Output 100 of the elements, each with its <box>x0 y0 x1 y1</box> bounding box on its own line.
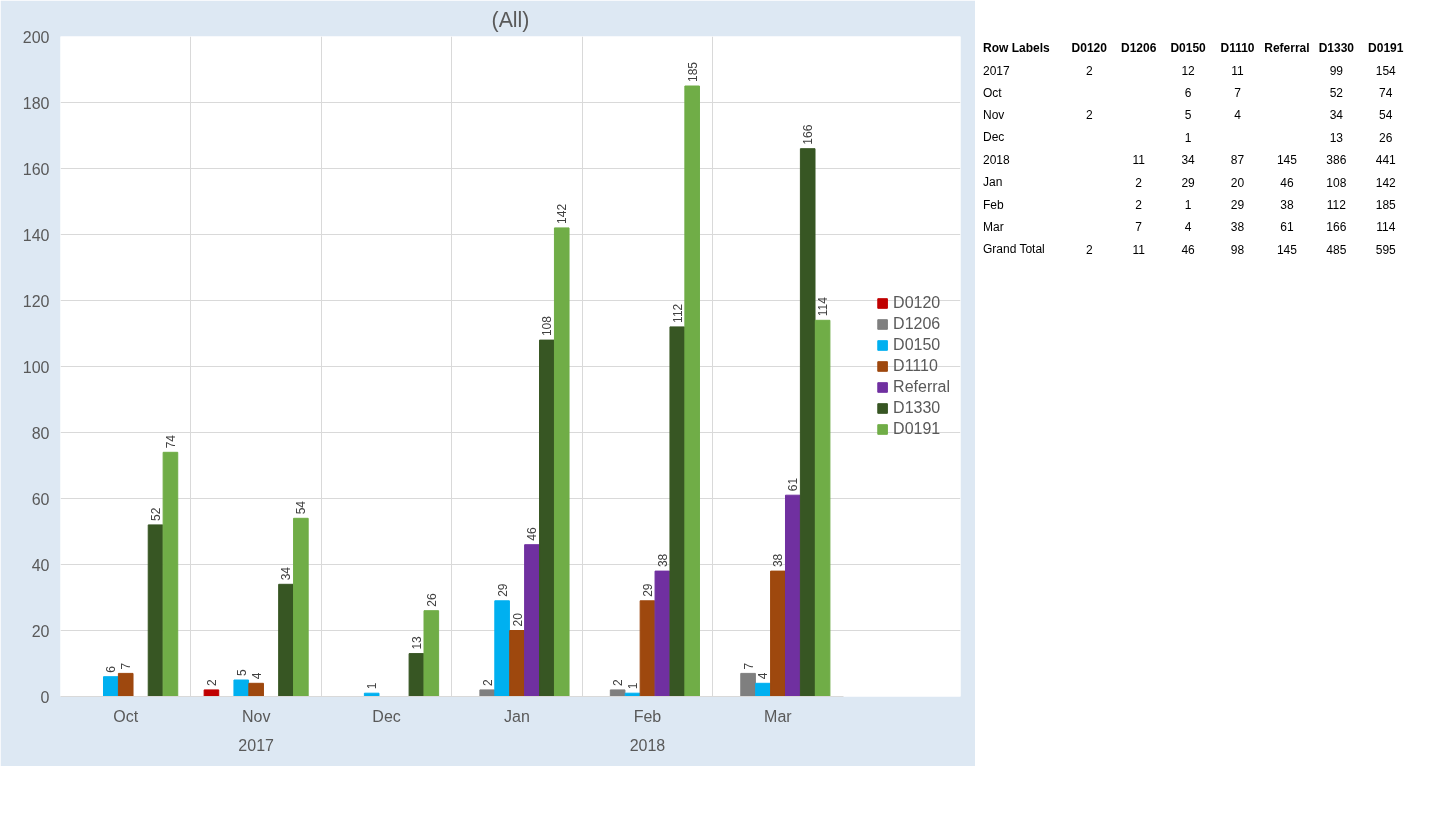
data-label: 6 <box>1184 86 1192 100</box>
bar <box>669 326 686 697</box>
y-tick-label: 80 <box>31 424 50 442</box>
bar <box>755 682 771 697</box>
data-label: 13 <box>409 635 424 650</box>
data-label: 11 <box>1132 242 1146 257</box>
data-label: 13 <box>1329 130 1344 145</box>
data-label: 87 <box>1230 153 1245 168</box>
bar <box>423 610 440 697</box>
data-label: 1 <box>626 682 641 690</box>
bar <box>494 600 510 697</box>
data-label: 185 <box>685 61 700 82</box>
data-label: 4 <box>1184 220 1192 235</box>
data-label: 61 <box>786 477 801 492</box>
data-label: 29 <box>1181 175 1196 190</box>
data-label: 11 <box>1132 153 1146 168</box>
data-label: 4 <box>1234 108 1242 123</box>
y-tick-label: Feb <box>982 197 1004 212</box>
x-tick-label: D1206 <box>1120 40 1157 55</box>
data-label: 26 <box>1379 130 1393 145</box>
bar <box>147 524 164 697</box>
bar <box>203 689 220 697</box>
bar <box>408 653 425 697</box>
data-label: 7 <box>741 662 756 670</box>
data-label: 2 <box>611 678 626 686</box>
data-label: 112 <box>1326 198 1347 212</box>
data-label: 2 <box>204 678 219 686</box>
data-label: 46 <box>1181 242 1196 257</box>
bar <box>654 570 671 697</box>
data-label: 29 <box>1230 198 1245 212</box>
bar <box>233 679 250 697</box>
bar <box>639 600 656 697</box>
data-label: 34 <box>1329 108 1344 123</box>
legend-label: Referral <box>893 378 950 396</box>
y-tick-label: Mar <box>982 219 1004 234</box>
data-label: 386 <box>1326 153 1347 168</box>
legend-label: D0150 <box>893 336 941 354</box>
chart-title: (All) <box>491 7 530 32</box>
bar <box>553 227 570 697</box>
y-tick-label: Grand Total <box>982 242 1045 257</box>
data-label: 46 <box>525 527 540 541</box>
bar <box>103 676 119 697</box>
bar <box>524 544 540 697</box>
data-label: 185 <box>1375 198 1397 212</box>
bar <box>293 517 309 697</box>
bar <box>248 682 264 697</box>
data-label: 166 <box>1326 220 1347 235</box>
bar <box>684 85 700 697</box>
y-tick-label: 2017 <box>982 63 1010 78</box>
x-tick-label: Jan <box>504 707 530 725</box>
data-label: 441 <box>1375 153 1397 168</box>
data-label: 74 <box>1379 86 1393 100</box>
data-label: 2 <box>1085 63 1093 78</box>
data-label: 108 <box>1326 175 1347 190</box>
data-label: 7 <box>119 662 134 670</box>
data-label: 4 <box>249 672 264 680</box>
data-label: 11 <box>1231 63 1245 78</box>
data-label: 7 <box>1135 220 1143 235</box>
bar <box>509 630 525 697</box>
data-label: 54 <box>294 500 309 515</box>
data-label: 1 <box>1184 198 1192 212</box>
data-label: 52 <box>1329 86 1344 100</box>
y-tick-label: 140 <box>22 226 50 244</box>
x-tick-label: Mar <box>764 707 793 725</box>
data-label: 12 <box>1181 63 1196 78</box>
y-tick-label: 2018 <box>982 153 1010 168</box>
data-label: 2 <box>1135 198 1143 212</box>
data-label: 6 <box>104 665 119 673</box>
bar <box>814 319 831 697</box>
legend-label: D0120 <box>893 294 941 312</box>
bar <box>117 672 134 697</box>
data-label: 2 <box>1135 175 1143 190</box>
data-label: 26 <box>424 593 439 607</box>
x-tick-label: D1330 <box>1318 40 1355 55</box>
y-tick-label: Oct <box>982 85 1003 100</box>
data-label: 99 <box>1329 63 1344 78</box>
y-tick-label: 180 <box>22 94 50 112</box>
bar <box>278 583 294 697</box>
legend-label: D1330 <box>893 399 941 417</box>
data-label: 145 <box>1276 242 1298 257</box>
data-label: 1 <box>1184 130 1192 145</box>
text: 2017 <box>238 736 275 754</box>
data-label: 7 <box>1234 86 1242 100</box>
data-label: 74 <box>163 434 178 449</box>
data-label: 38 <box>1280 198 1294 212</box>
bar <box>740 672 756 697</box>
x-tick-label: Nov <box>241 707 271 725</box>
x-tick-label: Referral <box>1264 40 1310 55</box>
y-tick-label: 40 <box>31 556 50 574</box>
bar <box>770 570 786 697</box>
data-label: 5 <box>234 669 249 676</box>
x-tick-label: D1110 <box>1220 40 1255 55</box>
data-label: 1 <box>365 682 380 690</box>
x-tick-label: Feb <box>633 707 662 725</box>
bar <box>609 689 626 697</box>
text: 2018 <box>629 736 666 754</box>
bar <box>799 148 816 697</box>
x-tick-label: D0191 <box>1368 40 1404 55</box>
data-label: 61 <box>1280 220 1294 235</box>
bar <box>479 689 496 697</box>
